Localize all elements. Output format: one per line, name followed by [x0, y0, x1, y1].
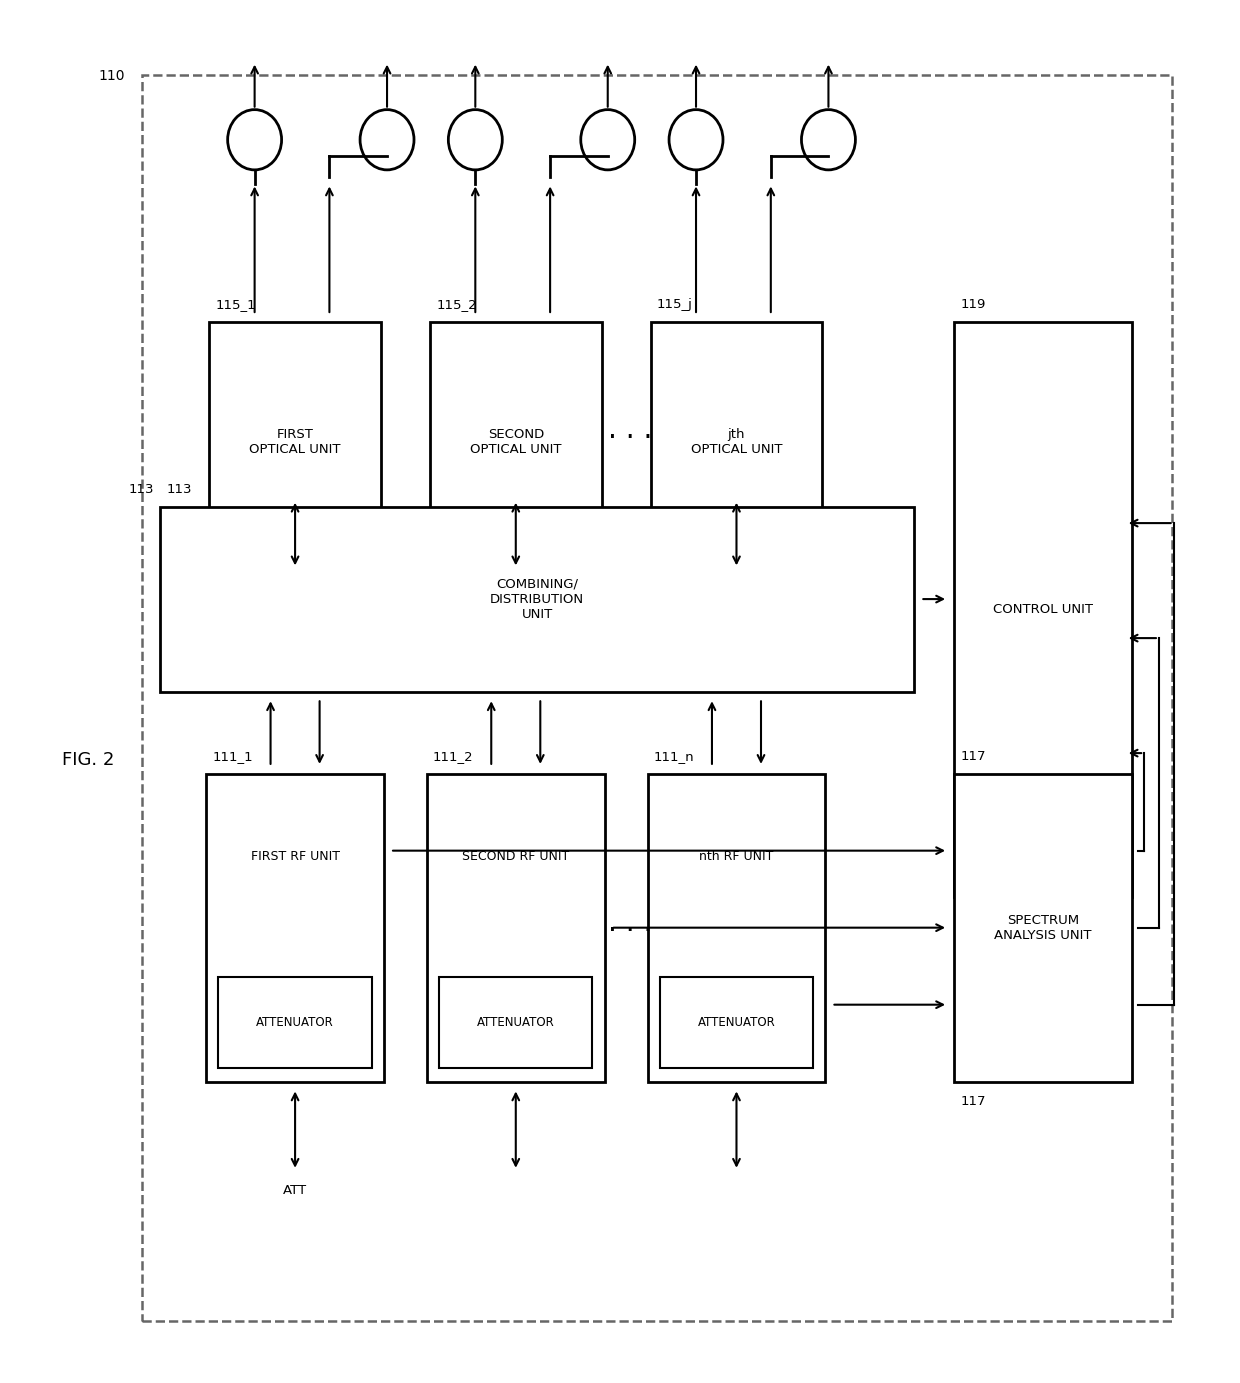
Text: SECOND RF UNIT: SECOND RF UNIT: [463, 851, 569, 863]
Text: CONTROL UNIT: CONTROL UNIT: [993, 603, 1092, 615]
Text: 115_2: 115_2: [436, 297, 476, 311]
Text: 113: 113: [129, 483, 154, 495]
Text: 111_n: 111_n: [653, 750, 694, 762]
Bar: [954, 322, 1132, 896]
Bar: [954, 773, 1132, 1082]
Bar: [218, 978, 372, 1068]
Text: 115_1: 115_1: [216, 297, 255, 311]
Text: 115_j: 115_j: [657, 297, 693, 311]
Text: SPECTRUM
ANALYSIS UNIT: SPECTRUM ANALYSIS UNIT: [994, 914, 1091, 942]
Text: ATT: ATT: [283, 1184, 308, 1198]
Bar: [439, 978, 593, 1068]
Text: SECOND
OPTICAL UNIT: SECOND OPTICAL UNIT: [470, 427, 562, 455]
Text: · · ·: · · ·: [608, 917, 652, 945]
Bar: [141, 76, 1172, 1321]
Bar: [206, 773, 384, 1082]
Text: 117: 117: [960, 750, 986, 762]
Bar: [660, 978, 813, 1068]
Bar: [430, 322, 601, 561]
Text: ATTENUATOR: ATTENUATOR: [257, 1017, 334, 1029]
Text: FIRST
OPTICAL UNIT: FIRST OPTICAL UNIT: [249, 427, 341, 455]
Text: ATTENUATOR: ATTENUATOR: [698, 1017, 775, 1029]
Bar: [651, 322, 822, 561]
Text: 113: 113: [166, 483, 192, 495]
Text: 111_2: 111_2: [433, 750, 474, 762]
Text: · · ·: · · ·: [608, 425, 652, 452]
Text: 117: 117: [960, 1095, 986, 1108]
Text: COMBINING/
DISTRIBUTION
UNIT: COMBINING/ DISTRIBUTION UNIT: [490, 578, 584, 621]
Text: nth RF UNIT: nth RF UNIT: [699, 851, 774, 863]
Text: 119: 119: [960, 297, 986, 311]
Bar: [647, 773, 826, 1082]
Bar: [427, 773, 605, 1082]
Bar: [210, 322, 381, 561]
Bar: [160, 506, 914, 692]
Text: FIRST RF UNIT: FIRST RF UNIT: [250, 851, 340, 863]
Text: jth
OPTICAL UNIT: jth OPTICAL UNIT: [691, 427, 782, 455]
Text: ATTENUATOR: ATTENUATOR: [477, 1017, 554, 1029]
Text: FIG. 2: FIG. 2: [62, 751, 114, 769]
Text: 111_1: 111_1: [212, 750, 253, 762]
Text: 110: 110: [99, 69, 125, 83]
